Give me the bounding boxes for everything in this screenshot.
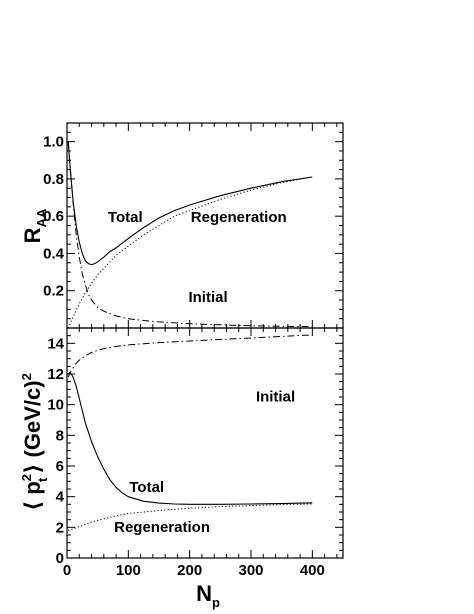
bottom-y-axis-title-sup: 2 xyxy=(19,474,34,481)
bottom-series-dotted xyxy=(68,503,313,531)
top-annotation-initial: Initial xyxy=(188,289,227,306)
top-y-axis-title-main: R xyxy=(20,227,45,243)
bottom-y-tick-label: 4 xyxy=(56,489,65,506)
bottom-x-tick-label: 200 xyxy=(177,562,202,579)
x-axis-title-sub: p xyxy=(212,595,220,610)
svg-text:RAA: RAA xyxy=(20,208,49,243)
bottom-y-tick-label: 12 xyxy=(47,366,64,383)
top-y-tick-label: 0.4 xyxy=(43,245,65,262)
top-y-axis-title: RAA xyxy=(20,208,49,243)
svg-text:Np: Np xyxy=(196,581,220,610)
bottom-y-tick-label: 14 xyxy=(47,335,64,352)
bottom-y-tick-label: 10 xyxy=(47,397,64,414)
bottom-series-solid xyxy=(67,371,313,505)
bottom-series-dashdot xyxy=(67,334,313,378)
top-annotation-regeneration: Regeneration xyxy=(191,209,287,226)
bottom-y-axis-title-unit-sup: 2 xyxy=(19,373,34,380)
bottom-y-tick-label: 0 xyxy=(56,550,64,567)
top-y-tick-label: 0.6 xyxy=(43,208,64,225)
x-axis-title-main: N xyxy=(196,581,212,606)
top-y-tick-label: 0.8 xyxy=(43,171,64,188)
top-y-tick-label: 0.2 xyxy=(43,283,64,300)
top-y-axis-title-sub: AA xyxy=(34,208,49,227)
top-panel: 0.2 0.4 0.6 0.8 1.0 Total Regeneration Initial xyxy=(43,122,344,329)
bottom-annotation-total: Total xyxy=(129,479,164,496)
bottom-x-tick-label: 0 xyxy=(63,562,71,579)
bottom-y-axis-title-sub: t xyxy=(35,477,50,482)
top-series-dashdot xyxy=(67,141,313,328)
bottom-annotation-initial: Initial xyxy=(256,389,295,406)
bottom-y-tick-label: 6 xyxy=(56,458,64,475)
x-axis-title: Np xyxy=(196,581,220,610)
bottom-panel: 0 100 200 300 400 0 2 4 6 8 10 12 14 Initial Total Rege… xyxy=(47,327,344,579)
bottom-x-tick-label: 100 xyxy=(116,562,141,579)
bottom-x-tick-label: 400 xyxy=(300,562,325,579)
top-series-dotted xyxy=(67,176,313,329)
bottom-y-tick-label: 8 xyxy=(56,427,64,444)
bottom-y-tick-label: 2 xyxy=(56,519,64,536)
svg-text:⟨ p2t⟩ (GeV/c)2: ⟨ p2t⟩ (GeV/c)2 xyxy=(19,373,50,511)
top-series-solid xyxy=(67,141,313,266)
bottom-x-tick-label: 300 xyxy=(238,562,263,579)
bottom-y-axis-title: ⟨ p2t⟩ (GeV/c)2 xyxy=(19,373,50,511)
bottom-y-axis-title-left: ⟨ p xyxy=(20,481,45,511)
top-y-tick-label: 1.0 xyxy=(43,134,64,151)
bottom-annotation-regeneration: Regeneration xyxy=(114,519,210,536)
top-annotation-total: Total xyxy=(108,209,143,226)
bottom-y-axis-title-right: ⟩ (GeV/c) xyxy=(20,380,45,473)
